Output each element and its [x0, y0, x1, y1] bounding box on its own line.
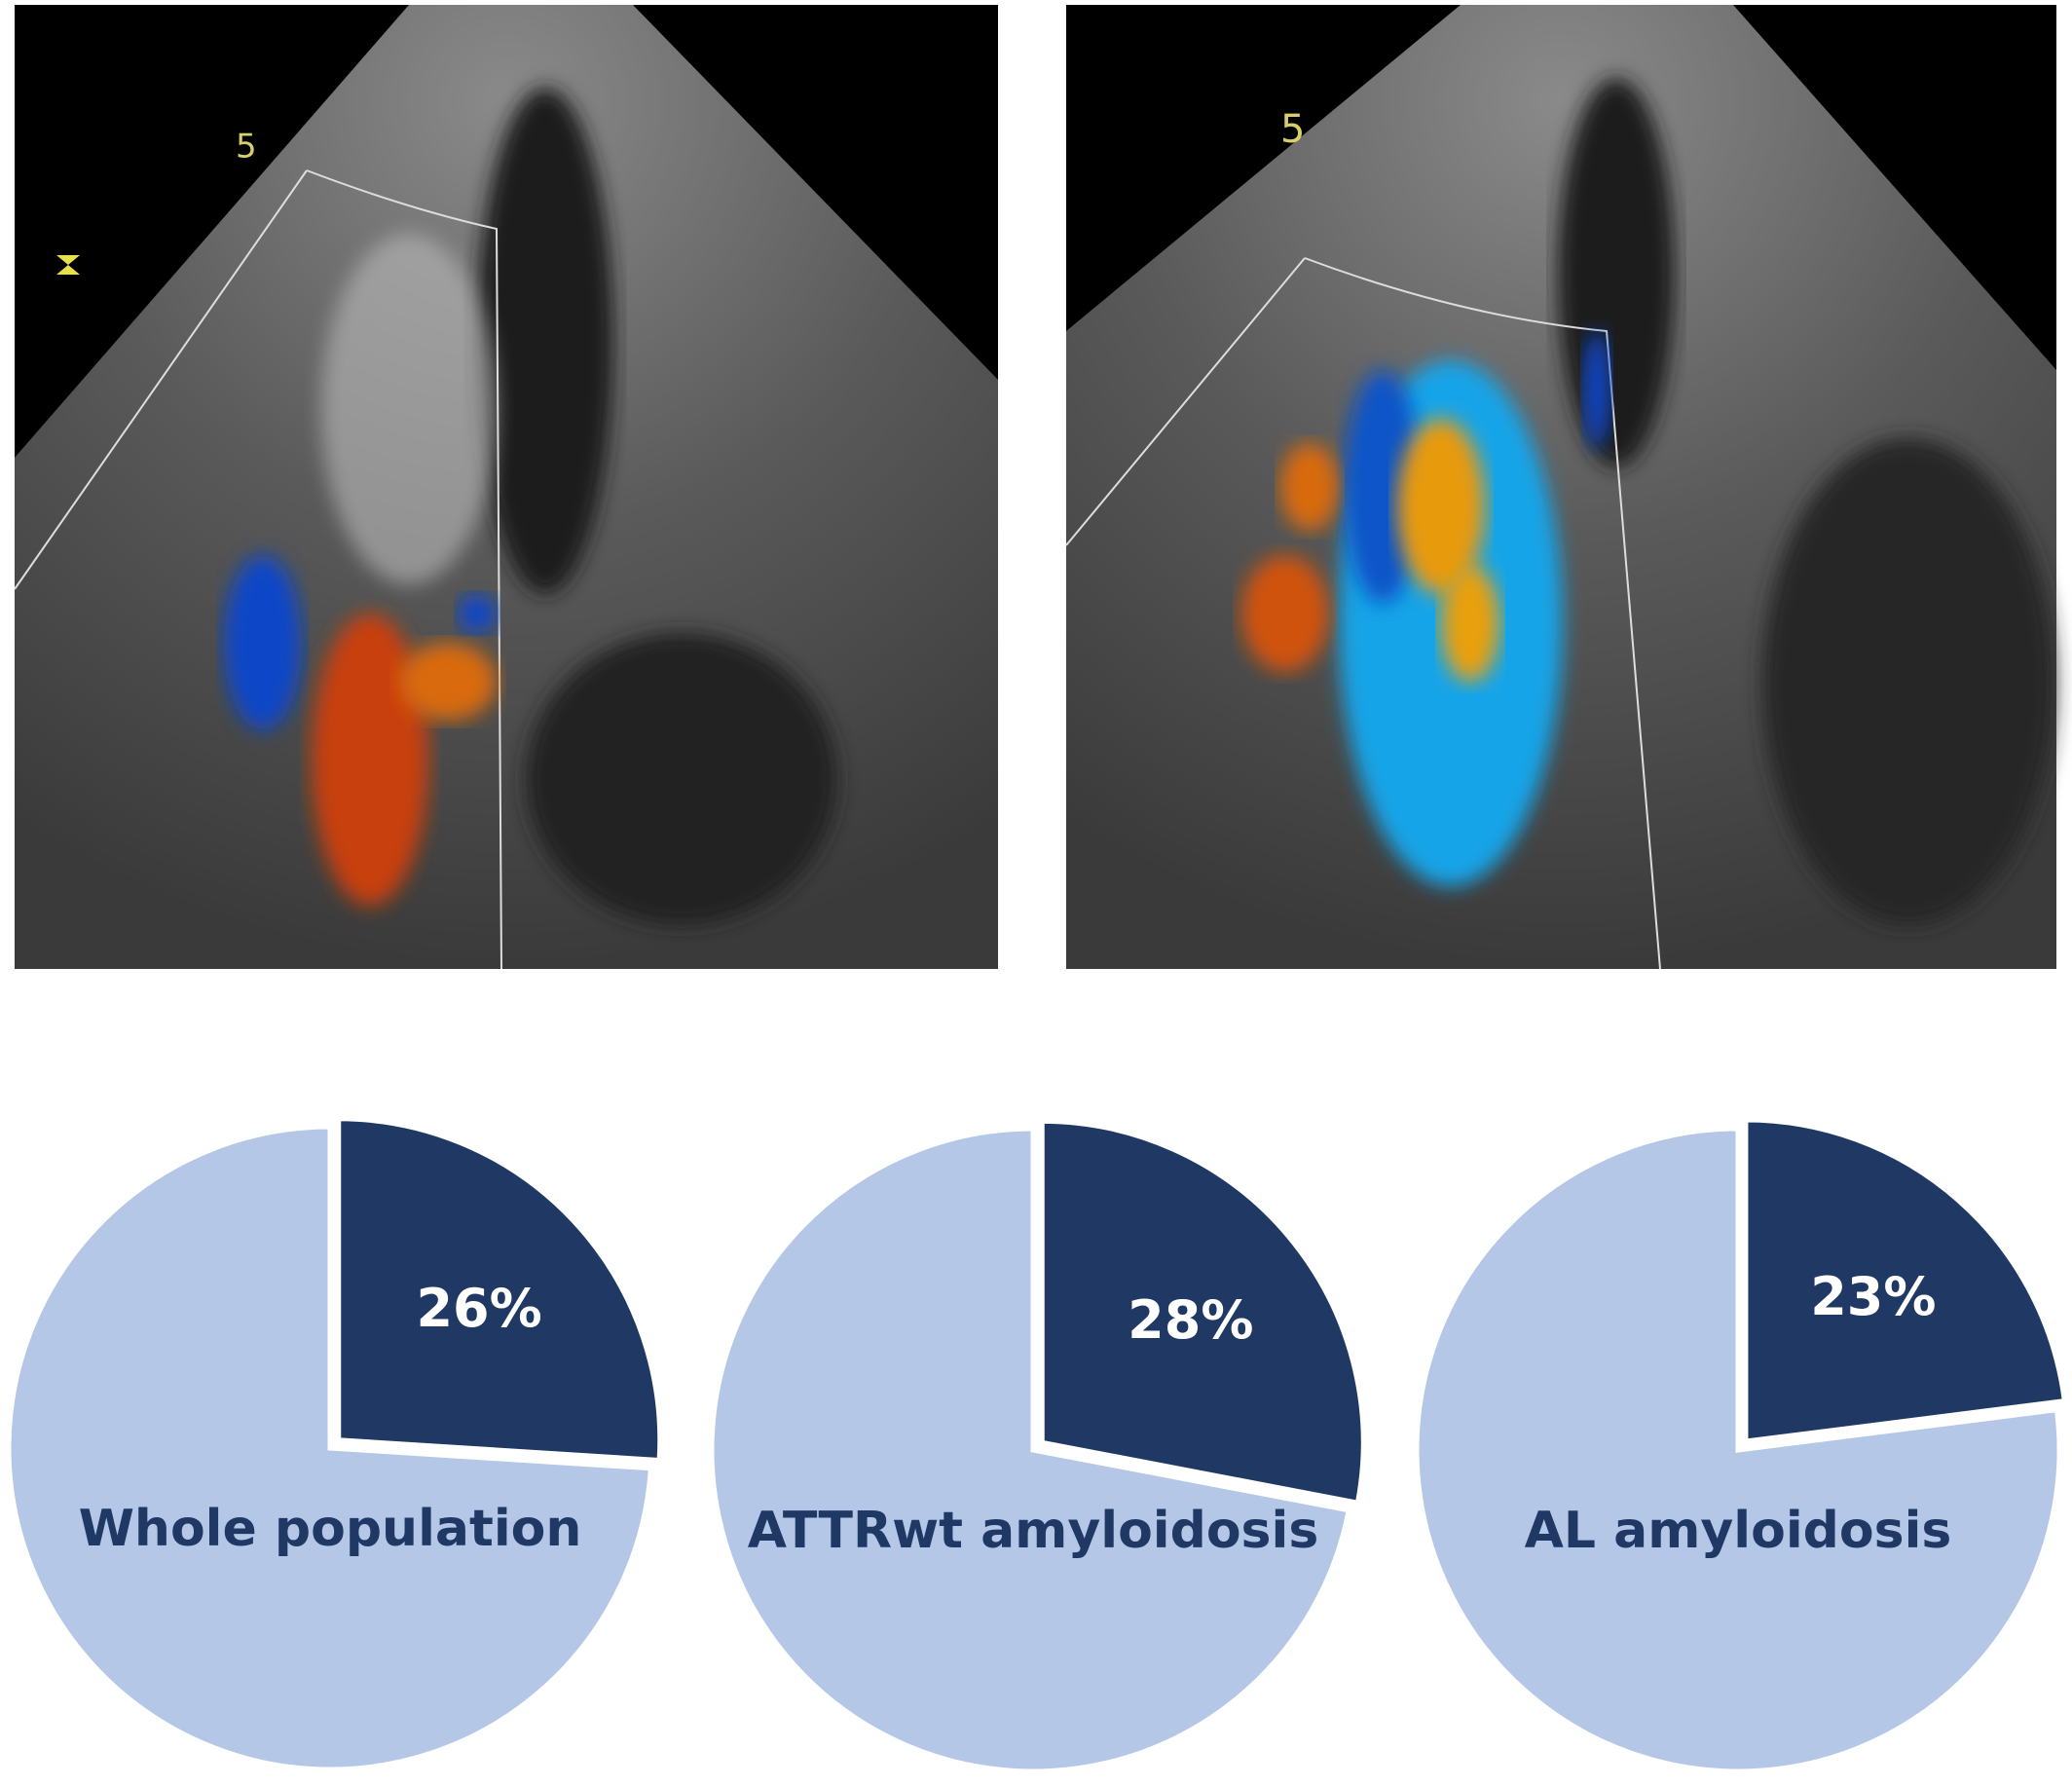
depth-mark: 5	[236, 128, 257, 167]
pie-slice	[1039, 1118, 1366, 1507]
pie-title: Whole population	[79, 1500, 582, 1558]
depth-mark: 5	[1280, 107, 1305, 152]
value-label: 23%	[1810, 1266, 1936, 1327]
pie-slice	[336, 1116, 663, 1464]
pie-slice	[1414, 1126, 2062, 1774]
pie-slice	[6, 1124, 654, 1772]
value-label: 28%	[1128, 1289, 1253, 1351]
pie-charts: 26% Whole population 28% ATTRwt amyloidosis…	[6, 1116, 2068, 1774]
pie-slice	[1743, 1117, 2068, 1444]
echo-image-left: 5	[14, 5, 998, 970]
echo-image-right: 5	[1065, 5, 2056, 970]
pie-title: AL amyloidosis	[1525, 1502, 1952, 1560]
pie-title: ATTRwt amyloidosis	[748, 1502, 1319, 1560]
value-label: 26%	[416, 1278, 541, 1339]
pie-slice	[709, 1126, 1352, 1774]
